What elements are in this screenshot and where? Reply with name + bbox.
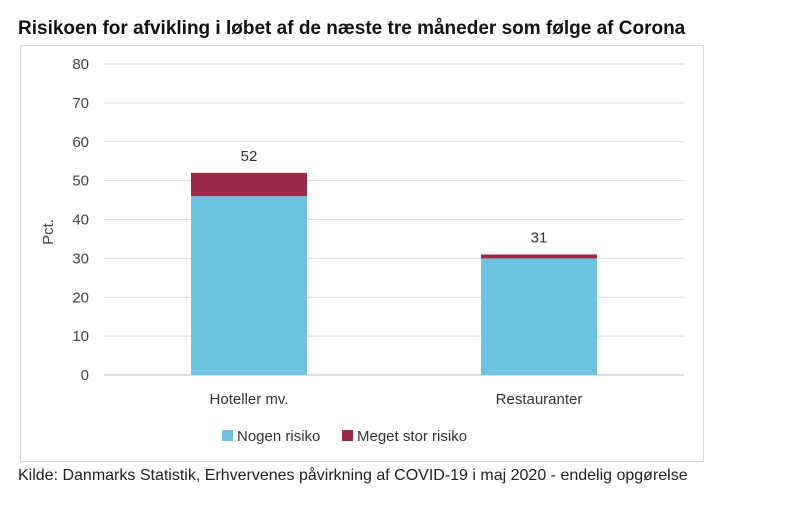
source-note: Kilde: Danmarks Statistik, Erhvervenes p… [18, 467, 688, 484]
legend-swatch [222, 430, 233, 441]
bar-segment [191, 196, 307, 375]
bar-segment [481, 254, 597, 259]
x-axis-labels: Hoteller mv. Restauranter [210, 391, 583, 408]
bar-segment [191, 172, 307, 197]
total-labels: 52 31 [241, 148, 548, 247]
x-tick-label: Hoteller mv. [210, 391, 289, 408]
y-tick-label: 50 [72, 173, 89, 190]
y-tick-label: 20 [72, 289, 89, 306]
x-tick-label: Restauranter [496, 391, 583, 408]
y-tick-label: 10 [72, 328, 89, 345]
chart-frame [20, 45, 704, 462]
legend-swatch [342, 430, 353, 441]
y-axis-ticks: 0 10 20 30 40 50 60 70 80 [72, 56, 89, 384]
y-tick-label: 30 [72, 250, 89, 267]
chart-title: Risikoen for afvikling i løbet af de næs… [18, 18, 686, 39]
total-label: 31 [531, 229, 548, 246]
legend-label: Meget stor risiko [357, 428, 467, 445]
y-tick-label: 80 [72, 56, 89, 73]
legend-label: Nogen risiko [237, 428, 320, 445]
y-tick-label: 70 [72, 95, 89, 112]
y-tick-label: 40 [72, 212, 89, 229]
total-label: 52 [241, 148, 258, 165]
y-tick-label: 60 [72, 134, 89, 151]
y-tick-label: 0 [81, 367, 89, 384]
legend: Nogen risiko Meget stor risiko [222, 428, 467, 445]
bar-segment [481, 258, 597, 375]
bars [191, 172, 597, 375]
y-axis-label: Pct. [40, 219, 57, 245]
